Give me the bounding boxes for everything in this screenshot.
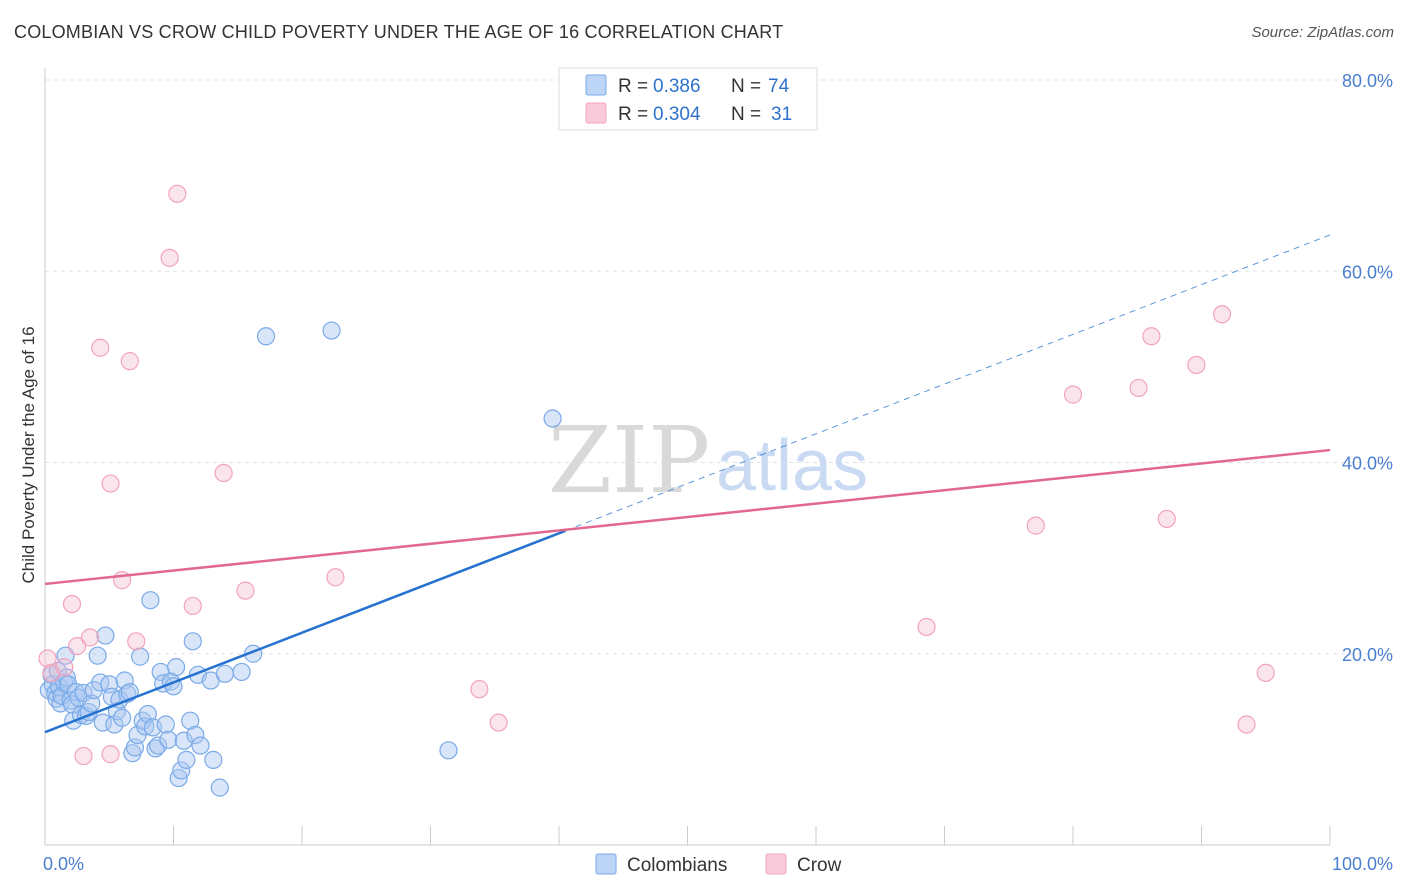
crow-point-25 [1142,327,1161,346]
tick-labels: 20.0% 40.0% 60.0% 80.0% 0.0% 100.0% [43,71,1393,874]
crow-point-17 [236,581,255,600]
colombians-r-value: 0.386 [653,76,701,97]
y-tick-label-80: 80.0% [1342,71,1393,91]
crow-point-4 [68,636,87,656]
crow-point-9 [101,474,120,493]
colombians-point-67 [215,664,234,683]
colombians-point-60 [183,632,202,651]
data-points [38,184,1275,797]
crow-point-2 [55,658,74,677]
colombians-point-46 [146,739,165,758]
legend-colombians-label: Colombians [627,855,727,876]
crow-point-12 [127,632,146,651]
colombians-r-label: R = [618,76,648,97]
colombians-point-34 [115,671,134,690]
crow-point-0 [38,649,57,668]
y-tick-label-20: 20.0% [1342,645,1393,665]
watermark-zip: ZIP [548,407,710,514]
colombians-n-label: N = [731,76,761,97]
legend-crow-label: Crow [797,855,842,876]
colombians-point-40 [130,647,150,666]
colombians-point-66 [210,778,229,797]
chart-title: COLOMBIAN VS CROW CHILD POVERTY UNDER TH… [14,22,784,42]
crow-point-3 [62,594,82,614]
colombians-n-value: 74 [768,76,790,97]
colombians-point-27 [96,626,115,645]
colombians-point-57 [174,731,193,750]
colombians-point-65 [204,750,223,769]
stats-legend: R = 0.386 N = 74 R = 0.304 N = 31 [558,67,818,131]
crow-point-22 [1026,516,1045,535]
x-tick-label-100: 100.0% [1332,854,1393,874]
colombians-point-72 [439,741,458,760]
colombians-point-61 [186,725,205,745]
crow-point-26 [1157,509,1176,529]
colombians-point-50 [156,715,175,734]
crow-n-value: 31 [771,104,792,125]
series-legend: Colombians Crow [595,853,842,876]
watermark: ZIP atlas [548,407,868,514]
colombians-point-25 [91,673,110,692]
crow-point-18 [326,568,345,587]
trend-lines [44,234,1331,734]
crow-r-label: R = [618,104,648,125]
crow-point-24 [1129,378,1148,398]
crow-point-21 [917,617,936,637]
colombians-point-22 [82,694,101,713]
crow-point-29 [1237,715,1256,734]
colombians-point-58 [177,750,196,769]
y-tick-label-60: 60.0% [1342,262,1393,282]
crow-point-19 [470,680,489,699]
crow-point-6 [80,628,100,647]
crow-point-14 [168,184,187,203]
colombians-trend-line [44,529,566,734]
crow-point-13 [160,248,179,267]
colombians-point-44 [141,591,160,610]
legend-crow-swatch [765,853,787,875]
colombians-point-56 [172,761,191,780]
colombians-point-68 [232,662,251,682]
crow-point-7 [91,338,110,357]
crow-point-27 [1187,355,1206,375]
colombians-point-73 [543,409,562,428]
crow-point-8 [101,745,120,764]
axes [44,68,1331,846]
colombians-point-54 [166,658,186,677]
crow-point-30 [1256,663,1275,682]
colombians-point-51 [159,730,178,749]
colombians-point-33 [112,708,132,727]
x-tick-label-0: 0.0% [43,854,84,874]
colombians-swatch [585,74,607,96]
crow-swatch [585,102,607,124]
crow-point-15 [183,596,202,616]
colombians-point-43 [138,704,157,724]
crow-trend-line [44,448,1331,586]
crow-r-value: 0.304 [653,104,701,125]
colombians-trend-extension [565,234,1331,532]
legend-colombians-swatch [595,853,617,875]
crow-n-label: N = [731,104,761,125]
crow-point-16 [214,463,233,483]
colombians-point-63 [191,736,210,755]
y-tick-label-40: 40.0% [1342,454,1393,474]
colombians-point-70 [256,327,276,346]
crow-point-5 [74,746,93,766]
colombians-point-26 [93,713,112,732]
watermark-atlas: atlas [716,426,868,506]
y-axis-title: Child Poverty Under the Age of 16 [19,326,38,583]
colombians-point-47 [148,736,168,755]
colombians-point-59 [181,711,200,730]
crow-point-11 [120,352,139,371]
crow-point-23 [1063,385,1083,404]
colombians-point-71 [322,321,341,340]
crow-point-20 [489,713,508,732]
colombians-point-24 [88,646,107,665]
crow-point-28 [1212,305,1232,324]
source-credit: Source: ZipAtlas.com [1251,24,1394,41]
